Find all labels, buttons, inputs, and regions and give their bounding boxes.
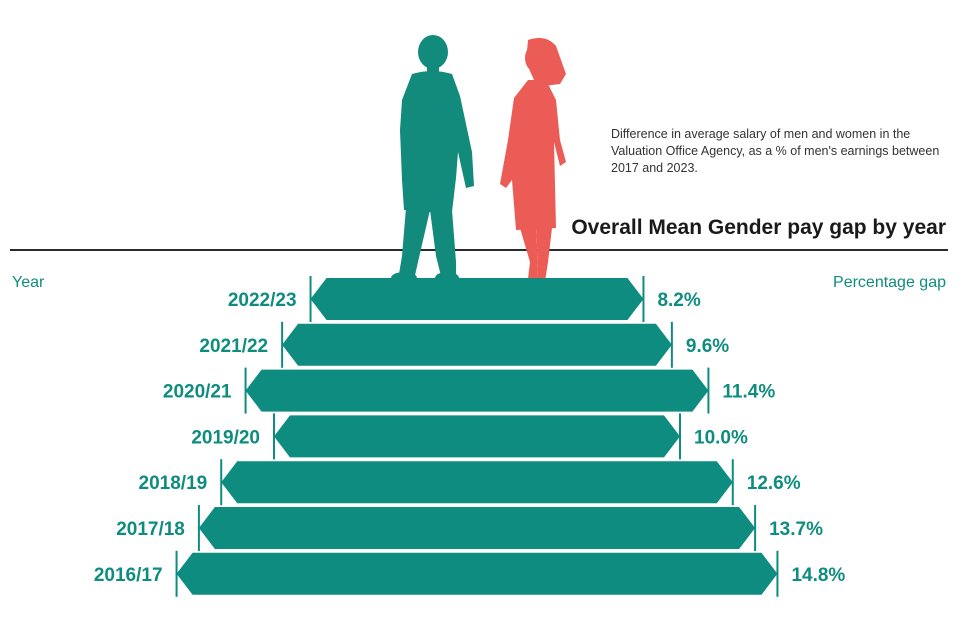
percentage-label: 10.0% [694, 427, 748, 448]
year-label: 2019/20 [191, 427, 260, 448]
percentage-label: 8.2% [657, 290, 700, 311]
year-label: 2017/18 [116, 519, 185, 540]
percentage-label: 12.6% [747, 473, 801, 494]
man-silhouette-icon [391, 35, 474, 284]
bar-2022/23 [310, 278, 644, 320]
title-rule [10, 249, 948, 251]
percentage-label: 14.8% [791, 565, 845, 586]
woman-silhouette-icon [500, 38, 566, 312]
percentage-label: 11.4% [722, 382, 775, 403]
year-label: 2016/17 [94, 565, 163, 586]
bar-2016/17 [176, 552, 778, 595]
year-label: 2020/21 [163, 382, 232, 403]
bar-2018/19 [221, 461, 733, 504]
percentage-label: 9.6% [686, 336, 729, 357]
year-label: 2018/19 [139, 473, 208, 494]
year-label: 2021/22 [199, 336, 268, 357]
bar-2019/20 [274, 415, 680, 458]
chart-subtitle: Difference in average salary of men and … [611, 127, 940, 175]
chart-title: Overall Mean Gender pay gap by year [571, 216, 946, 239]
year-label: 2022/23 [228, 290, 297, 311]
percentage-label: 13.7% [769, 519, 823, 540]
bar-2020/21 [245, 369, 709, 412]
bar-2017/18 [198, 507, 756, 549]
bar-2021/22 [282, 323, 672, 366]
year-axis-label: Year [12, 274, 45, 291]
percentage-axis-label: Percentage gap [833, 274, 946, 291]
